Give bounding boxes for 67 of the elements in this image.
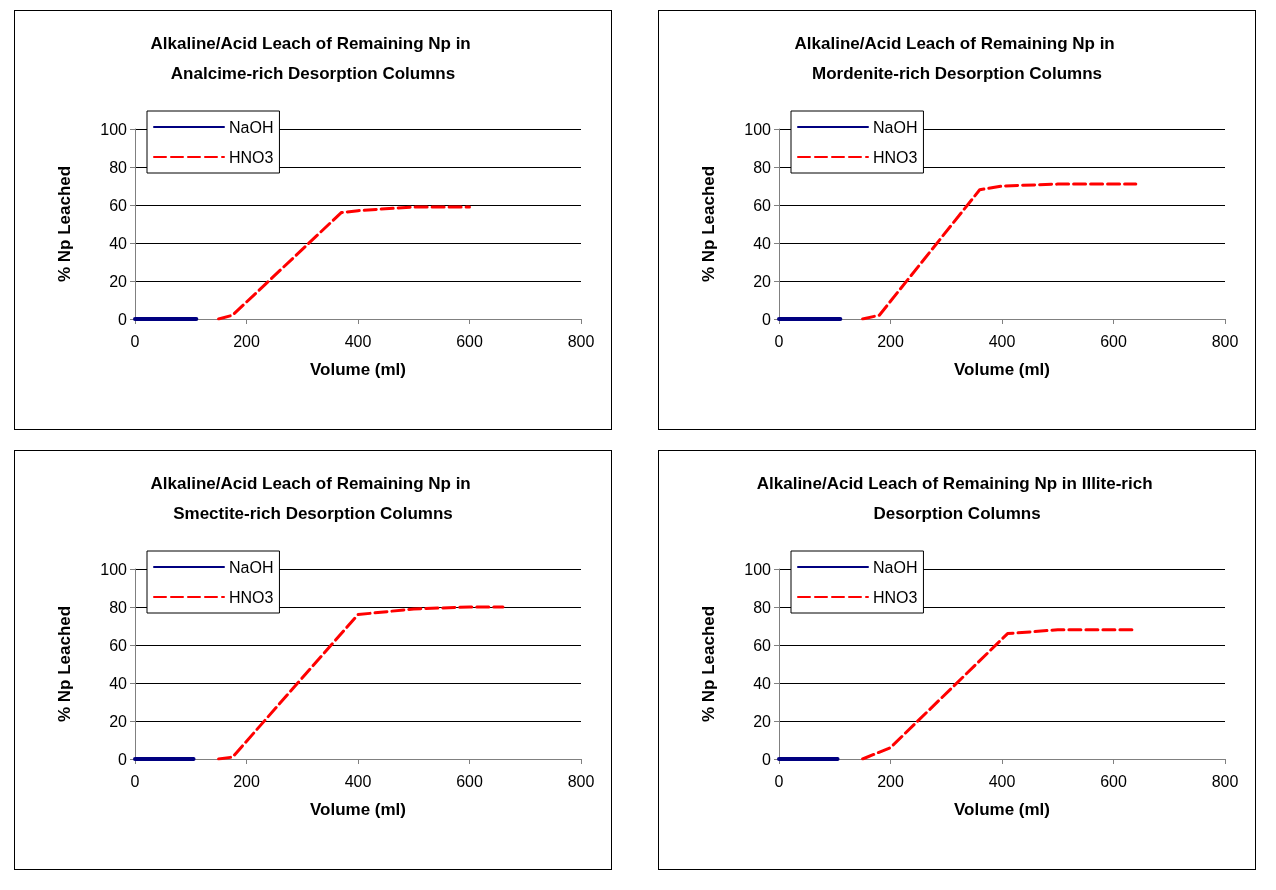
legend-label: NaOH <box>873 118 918 136</box>
x-tick-label: 200 <box>877 772 904 790</box>
y-tick-label: 0 <box>118 310 128 328</box>
y-tick-label: 100 <box>100 560 128 578</box>
x-tick-label: 400 <box>988 332 1016 350</box>
y-tick-label: 40 <box>753 234 772 252</box>
y-tick-label: 80 <box>753 598 772 616</box>
legend-label: HNO3 <box>229 148 274 166</box>
x-tick-label: 800 <box>1211 332 1239 350</box>
x-tick-label: 0 <box>774 772 784 790</box>
legend-label: HNO3 <box>873 588 918 606</box>
y-tick-label: 20 <box>753 712 772 730</box>
legend-label: NaOH <box>229 558 274 576</box>
chart-title: Alkaline/Acid Leach of Remaining Np in Mordenite-rich Desorption Columns <box>794 33 1120 83</box>
line-series <box>217 205 471 321</box>
legend-label: NaOH <box>873 558 918 576</box>
y-axis-title: % Np Leached <box>699 165 718 283</box>
y-tick-label: 80 <box>109 598 128 616</box>
x-axis-title: Volume (ml) <box>309 800 407 819</box>
x-tick-label: 400 <box>344 772 372 790</box>
y-tick-label: 20 <box>753 272 772 290</box>
x-tick-label: 800 <box>1211 772 1239 790</box>
x-tick-label: 0 <box>774 332 784 350</box>
y-tick-label: 60 <box>109 196 128 214</box>
x-tick-label: 800 <box>567 332 595 350</box>
y-tick-label: 40 <box>753 674 772 692</box>
y-tick-label: 100 <box>744 560 772 578</box>
x-tick-label: 600 <box>456 772 483 790</box>
y-tick-label: 0 <box>118 750 128 768</box>
y-tick-label: 100 <box>100 120 128 138</box>
y-tick-label: 40 <box>109 674 128 692</box>
legend-label: NaOH <box>229 118 274 136</box>
y-tick-label: 60 <box>753 196 772 214</box>
y-tick-label: 60 <box>753 636 772 654</box>
y-axis-title: % Np Leached <box>55 165 74 283</box>
y-tick-label: 80 <box>109 158 128 176</box>
x-tick-label: 400 <box>344 332 372 350</box>
x-axis-title: Volume (ml) <box>309 360 407 379</box>
x-tick-label: 0 <box>130 332 140 350</box>
y-tick-label: 40 <box>109 234 128 252</box>
y-tick-label: 100 <box>744 120 772 138</box>
y-axis-title: % Np Leached <box>699 605 718 723</box>
x-tick-label: 200 <box>233 332 260 350</box>
line-series <box>217 605 505 761</box>
legend-label: HNO3 <box>229 588 274 606</box>
y-tick-label: 20 <box>109 272 128 290</box>
line-series <box>861 182 1138 321</box>
x-tick-label: 200 <box>233 772 260 790</box>
x-tick-label: 600 <box>1100 332 1127 350</box>
x-tick-label: 600 <box>456 332 483 350</box>
y-tick-label: 80 <box>753 158 772 176</box>
x-axis-title: Volume (ml) <box>953 360 1051 379</box>
x-tick-label: 600 <box>1100 772 1127 790</box>
y-tick-label: 60 <box>109 636 128 654</box>
chart-title: Alkaline/Acid Leach of Remaining Np in Analcime-rich Desorption Columns <box>150 33 476 83</box>
x-tick-label: 400 <box>988 772 1016 790</box>
chart-title: Alkaline/Acid Leach of Remaining Np in Smectite-rich Desorption Columns <box>150 473 476 523</box>
y-axis-title: % Np Leached <box>55 605 74 723</box>
x-axis-title: Volume (ml) <box>953 800 1051 819</box>
y-tick-label: 0 <box>762 310 772 328</box>
legend-label: HNO3 <box>873 148 918 166</box>
y-tick-label: 0 <box>762 750 772 768</box>
x-tick-label: 0 <box>130 772 140 790</box>
x-tick-label: 200 <box>877 332 904 350</box>
chart-title: Alkaline/Acid Leach of Remaining Np in Illite-rich Desorption Columns <box>756 473 1158 523</box>
x-tick-label: 800 <box>567 772 595 790</box>
y-tick-label: 20 <box>109 712 128 730</box>
